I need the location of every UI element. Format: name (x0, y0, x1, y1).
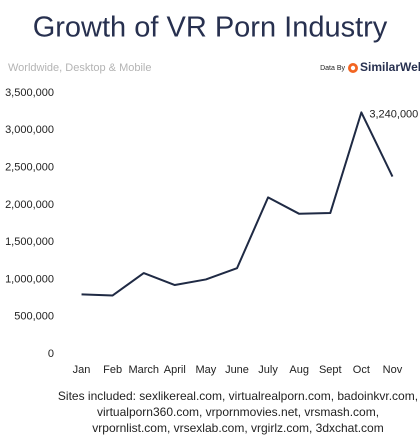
footnote: Sites included: sexlikereal.com, virtual… (58, 389, 418, 403)
y-tick-label: 3,500,000 (5, 87, 54, 99)
source-name: SimilarWeb (360, 60, 420, 74)
y-tick-label: 2,000,000 (5, 199, 54, 211)
chart-title: Growth of VR Porn Industry (33, 12, 388, 44)
x-tick-label: June (225, 364, 249, 376)
x-tick-label: Jan (73, 364, 91, 376)
footnote: virtualporn360.com, vrpornmovies.net, vr… (97, 405, 379, 419)
x-tick-label: April (164, 364, 186, 376)
data-line (81, 111, 394, 297)
x-tick-label: May (196, 364, 217, 376)
y-tick-label: 500,000 (14, 311, 54, 323)
chart-subtitle: Worldwide, Desktop & Mobile (8, 62, 151, 74)
x-tick-label: Sept (319, 364, 342, 376)
x-tick-label: Nov (383, 364, 403, 376)
x-tick-label: Oct (353, 364, 370, 376)
x-tick-label: Aug (289, 364, 309, 376)
y-tick-label: 0 (48, 348, 54, 360)
source-logo (350, 65, 356, 71)
y-tick-label: 3,000,000 (5, 124, 54, 136)
y-tick-label: 1,500,000 (5, 236, 54, 248)
y-tick-label: 2,500,000 (5, 161, 54, 173)
x-tick-label: Feb (103, 364, 122, 376)
source-prefix: Data By (320, 65, 345, 72)
footnote: vrpornlist.com, vrsexlab.com, vrgirlz.co… (92, 421, 383, 435)
value-label: 3,240,000 (369, 108, 418, 120)
x-tick-label: July (258, 364, 278, 376)
x-tick-label: March (128, 364, 159, 376)
y-tick-label: 1,000,000 (5, 273, 54, 285)
